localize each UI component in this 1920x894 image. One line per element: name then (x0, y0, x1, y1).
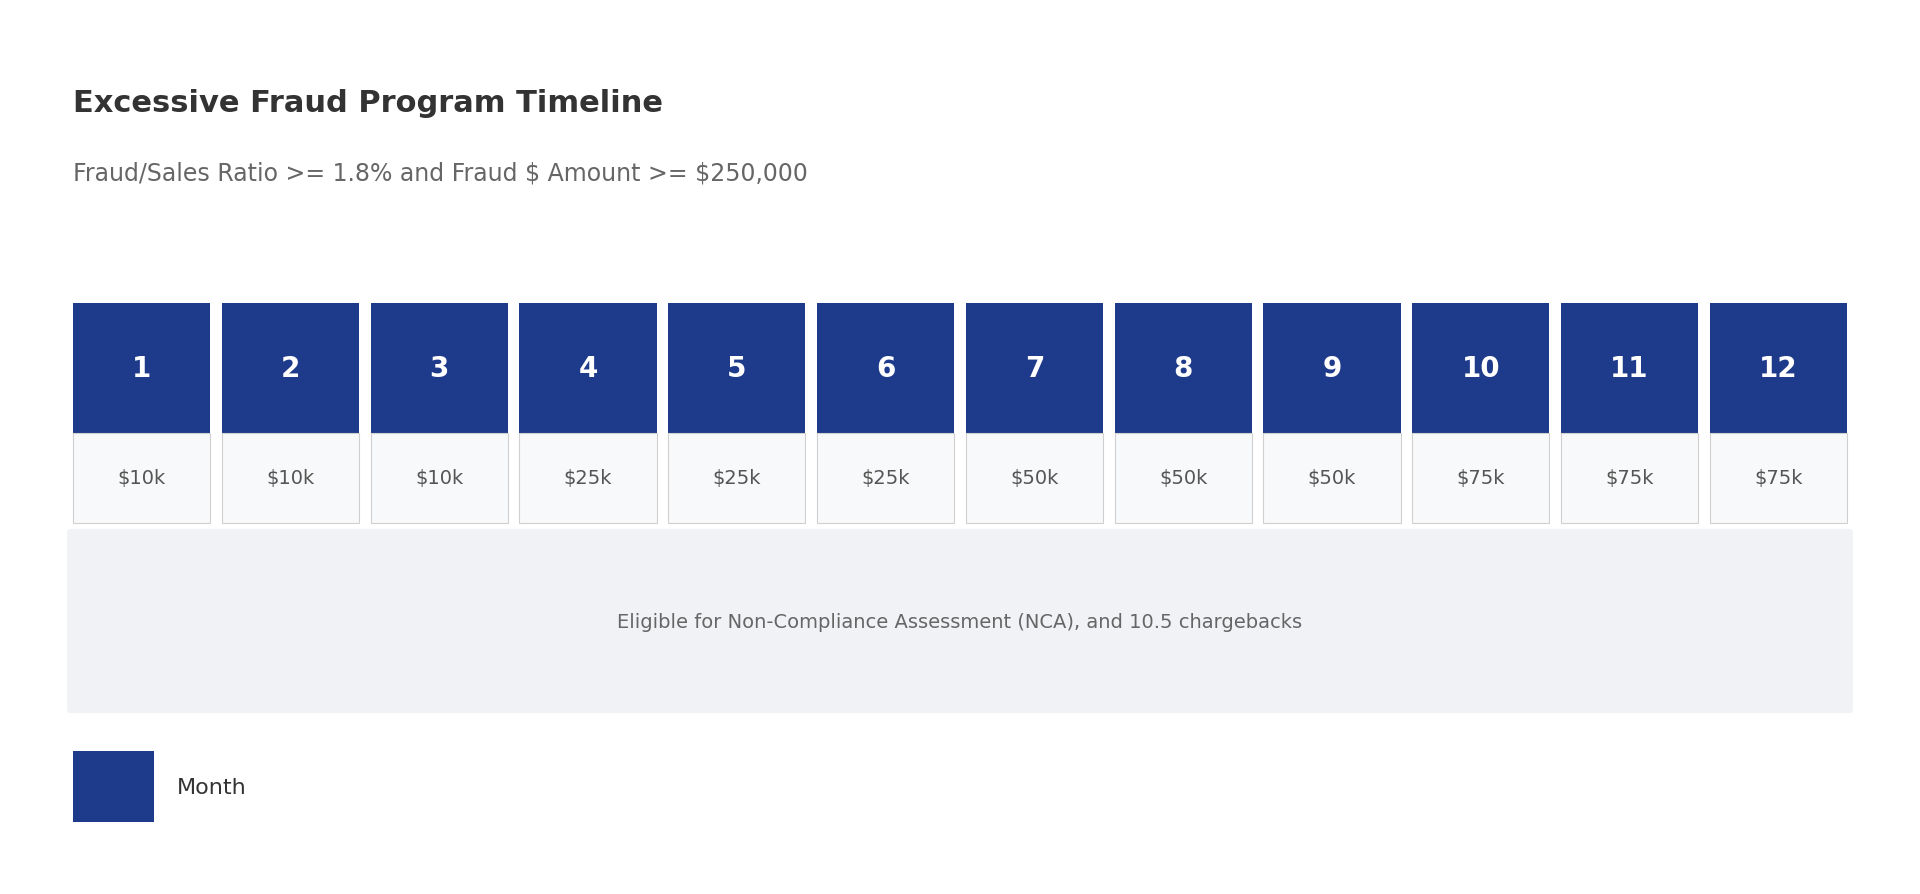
Text: 3: 3 (430, 355, 449, 383)
Text: $75k: $75k (1457, 468, 1505, 488)
Text: $25k: $25k (564, 468, 612, 488)
Text: Month: Month (177, 777, 246, 797)
Text: 8: 8 (1173, 355, 1192, 383)
Text: 10: 10 (1461, 355, 1500, 383)
Text: 11: 11 (1611, 355, 1649, 383)
Text: 6: 6 (876, 355, 895, 383)
Text: 2: 2 (280, 355, 300, 383)
Text: $75k: $75k (1755, 468, 1803, 488)
Text: $75k: $75k (1605, 468, 1653, 488)
Text: $50k: $50k (1308, 468, 1356, 488)
Text: 1: 1 (132, 355, 152, 383)
Text: 4: 4 (578, 355, 597, 383)
Text: Excessive Fraud Program Timeline: Excessive Fraud Program Timeline (73, 89, 662, 118)
Text: Fraud/Sales Ratio >= 1.8% and Fraud $ Amount >= $250,000: Fraud/Sales Ratio >= 1.8% and Fraud $ Am… (73, 161, 808, 185)
Text: $25k: $25k (712, 468, 760, 488)
Text: $10k: $10k (117, 468, 165, 488)
Text: $50k: $50k (1010, 468, 1058, 488)
Text: Eligible for Non-Compliance Assessment (NCA), and 10.5 chargebacks: Eligible for Non-Compliance Assessment (… (618, 611, 1302, 631)
Text: $10k: $10k (415, 468, 463, 488)
Text: $10k: $10k (267, 468, 315, 488)
Text: 12: 12 (1759, 355, 1797, 383)
Text: 7: 7 (1025, 355, 1044, 383)
Text: 9: 9 (1323, 355, 1342, 383)
Text: 5: 5 (728, 355, 747, 383)
Text: $50k: $50k (1160, 468, 1208, 488)
Text: $25k: $25k (862, 468, 910, 488)
